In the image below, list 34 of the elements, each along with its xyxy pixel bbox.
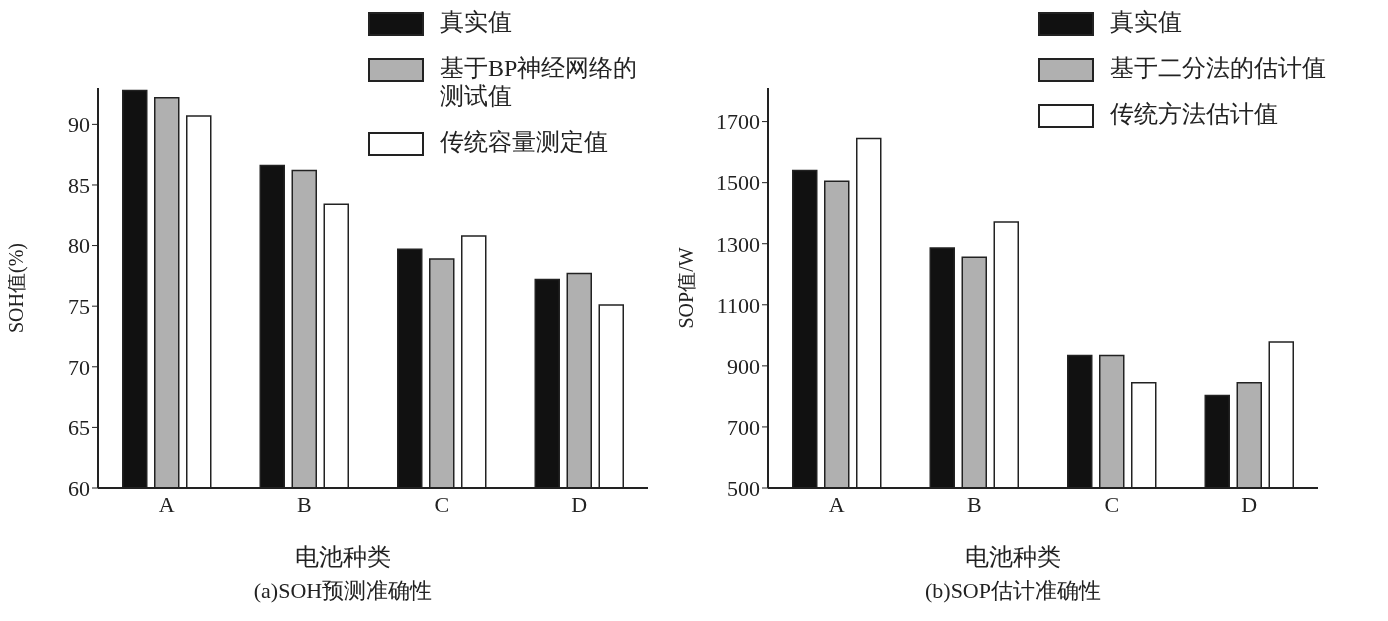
y-tick-label: 65 <box>68 415 90 441</box>
y-tick-label: 1700 <box>716 109 760 135</box>
x-tick-label: B <box>966 491 982 517</box>
y-axis-title: SOH值(%) <box>5 243 29 333</box>
y-tick-label: 900 <box>727 353 760 379</box>
x-tick-label: C <box>1104 491 1120 517</box>
y-tick-label: 80 <box>68 233 90 259</box>
text: (a)SOH预测准确性 <box>252 577 434 605</box>
y-tick-label: 75 <box>68 293 90 319</box>
x-tick-label: A <box>158 491 175 517</box>
y-tick-label: 60 <box>68 475 90 501</box>
y-tick-label: 1500 <box>716 170 760 196</box>
y-axis-title: SOP值/W <box>675 247 698 329</box>
y-tick-label: 90 <box>68 112 90 138</box>
y-tick-label: 1100 <box>716 292 760 318</box>
text: (b)SOP估计准确性 <box>924 577 1102 605</box>
legend-label: 传统方法估计值 <box>1110 100 1279 128</box>
x-axis-title: 电池种类 <box>294 543 392 572</box>
x-tick-label: A <box>828 491 845 517</box>
x-tick-label: C <box>434 491 450 517</box>
x-tick-label: D <box>1241 491 1258 517</box>
x-axis-title: 电池种类 <box>964 543 1062 572</box>
y-tick-label: 700 <box>727 414 760 440</box>
legend-label: 基于BP神经网络的测试值 <box>440 54 639 110</box>
x-tick-label: D <box>571 491 588 517</box>
x-tick-label: B <box>296 491 312 517</box>
legend-label: 真实值 <box>1110 8 1183 36</box>
legend-label: 真实值 <box>440 8 513 36</box>
y-tick-label: 500 <box>727 475 760 501</box>
legend-label: 基于二分法的估计值 <box>1110 54 1327 82</box>
y-tick-label: 85 <box>68 172 90 198</box>
y-tick-label: 70 <box>68 354 90 380</box>
legend-label: 传统容量测定值 <box>440 128 609 156</box>
y-tick-label: 1300 <box>716 231 760 257</box>
